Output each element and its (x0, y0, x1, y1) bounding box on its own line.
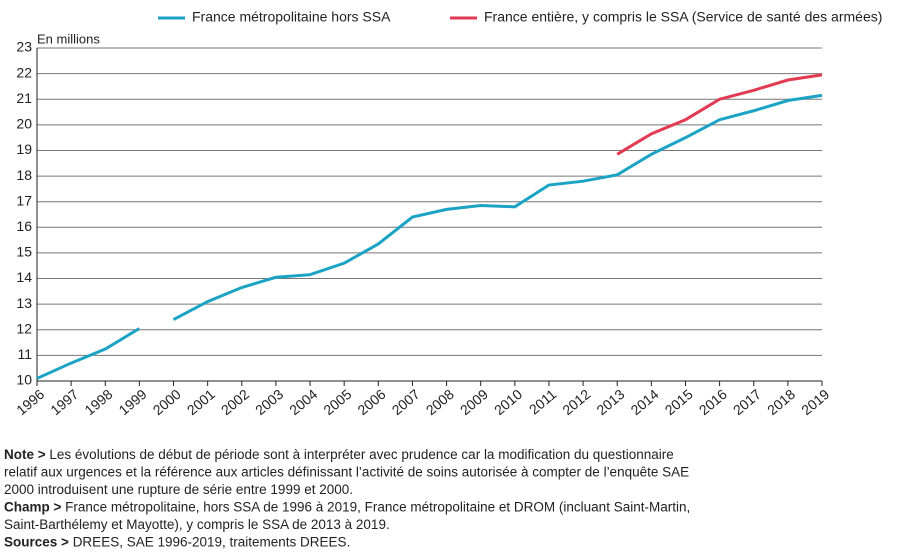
note-line: Sources > DREES, SAE 1996-2019, traiteme… (4, 534, 350, 549)
x-tick-label: 2015 (662, 386, 696, 418)
series-line (616, 73, 823, 156)
y-tick-label: 15 (16, 244, 32, 260)
legend-label: France métropolitaine hors SSA (192, 9, 391, 25)
x-tick-label: 2009 (457, 386, 491, 418)
y-tick-label: 20 (16, 116, 32, 132)
note-line: Saint-Barthélemy et Mayotte), y compris … (4, 517, 390, 532)
note-label: Champ > (4, 499, 62, 514)
note-text: France métropolitaine, hors SSA de 1996 … (65, 499, 690, 514)
x-tick-label: 2004 (286, 386, 320, 418)
y-tick-label: 11 (17, 346, 32, 362)
note-line: 2000 introduisent une rupture de série e… (4, 482, 353, 497)
x-tick-label: 2003 (252, 386, 286, 418)
x-tick-label: 2018 (764, 386, 798, 418)
y-axis-label: En millions (37, 31, 100, 46)
x-tick-label: 2000 (150, 386, 184, 418)
y-tick-label: 18 (16, 167, 32, 183)
y-tick-label: 10 (16, 372, 32, 388)
x-tick-label: 2005 (320, 386, 354, 418)
x-tick-label: 2019 (798, 386, 832, 418)
y-tick-label: 17 (16, 192, 32, 208)
note-text: DREES, SAE 1996-2019, traitements DREES. (73, 534, 351, 549)
note-text: Saint-Barthélemy et Mayotte), y compris … (4, 517, 390, 532)
x-tick-label: 1996 (13, 386, 47, 418)
y-tick-label: 21 (16, 90, 32, 106)
note-label: Sources > (4, 534, 69, 549)
x-tick-label: 2012 (559, 386, 593, 418)
x-tick-label: 2013 (593, 386, 627, 418)
note-line: relatif aux urgences et la référence aux… (4, 464, 689, 479)
x-tick-label: 1998 (81, 386, 115, 418)
x-tick-label: 2010 (491, 386, 525, 418)
note-text: Les évolutions de début de période sont … (49, 447, 673, 462)
note-label: Note > (4, 447, 46, 462)
note-line: Champ > France métropolitaine, hors SSA … (4, 499, 690, 514)
y-tick-label: 16 (16, 218, 32, 234)
series-line (36, 93, 823, 380)
x-tick-label: 2017 (730, 386, 764, 418)
x-tick-label: 2014 (628, 386, 662, 418)
x-tick-label: 2007 (389, 386, 423, 418)
x-tick-label: 2011 (526, 386, 560, 418)
x-tick-label: 2008 (423, 386, 457, 418)
x-tick-label: 1999 (116, 386, 150, 418)
x-tick-label: 2006 (354, 386, 388, 418)
y-tick-label: 14 (16, 269, 32, 285)
x-tick-label: 2001 (184, 386, 218, 418)
legend-label: France entière, y compris le SSA (Servic… (484, 9, 882, 25)
y-tick-label: 13 (16, 295, 32, 311)
x-tick-label: 2002 (218, 386, 252, 418)
x-tick-label: 2016 (696, 386, 730, 418)
note-text: 2000 introduisent une rupture de série e… (4, 482, 353, 497)
note-line: Note > Les évolutions de début de périod… (4, 447, 674, 462)
y-tick-label: 12 (16, 320, 32, 336)
y-tick-label: 22 (16, 64, 32, 80)
note-text: relatif aux urgences et la référence aux… (4, 464, 689, 479)
y-tick-label: 23 (16, 39, 32, 55)
y-tick-label: 19 (16, 141, 32, 157)
x-tick-label: 1997 (47, 386, 81, 418)
